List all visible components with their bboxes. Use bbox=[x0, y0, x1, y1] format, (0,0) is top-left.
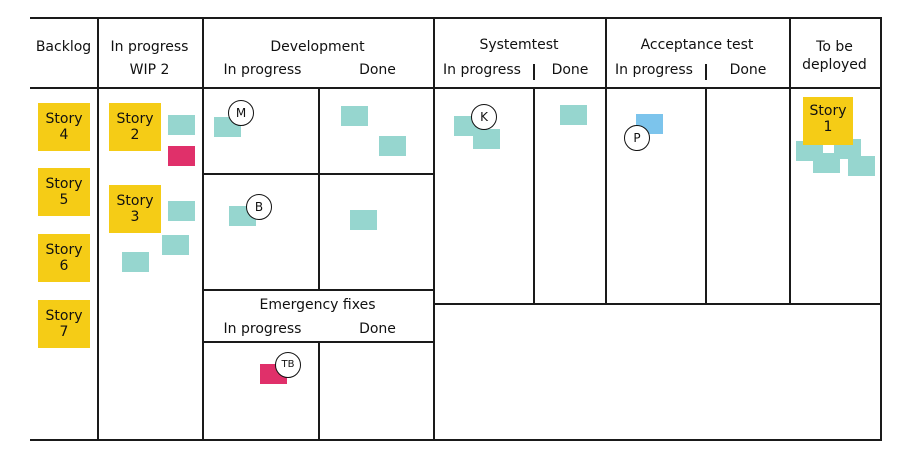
story-word: Story bbox=[45, 176, 83, 192]
story-number: 2 bbox=[130, 127, 140, 143]
header-development: Development bbox=[270, 39, 365, 55]
systemtest-subdivider bbox=[533, 87, 535, 303]
header-acceptance: Acceptance test bbox=[640, 37, 754, 53]
story-card-3[interactable]: Story 3 bbox=[109, 185, 161, 233]
story-number: 5 bbox=[59, 192, 69, 208]
emergency-header-line bbox=[202, 341, 433, 343]
story-word: Story bbox=[116, 111, 154, 127]
urgent-sticky[interactable] bbox=[168, 146, 195, 166]
task-sticky[interactable] bbox=[350, 210, 377, 230]
emergency-subdivider bbox=[318, 341, 320, 441]
task-sticky[interactable] bbox=[848, 156, 875, 176]
task-sticky[interactable] bbox=[341, 106, 368, 126]
header-emergency-fixes: Emergency fixes bbox=[259, 297, 376, 313]
story-card-5[interactable]: Story 5 bbox=[38, 168, 90, 216]
avatar-tb: TB bbox=[275, 352, 301, 378]
story-word: Story bbox=[116, 193, 154, 209]
emergency-top-line bbox=[202, 289, 433, 291]
avatar-p: P bbox=[624, 125, 650, 151]
story-word: Story bbox=[45, 111, 83, 127]
header-in-progress: In progress bbox=[110, 39, 189, 55]
story-word: Story bbox=[809, 103, 847, 119]
col-divider-acceptance bbox=[789, 17, 791, 305]
avatar-b: B bbox=[246, 194, 272, 220]
story-card-7[interactable]: Story 7 bbox=[38, 300, 90, 348]
acceptance-header-tick bbox=[705, 64, 707, 80]
header-dev-done: Done bbox=[359, 62, 396, 78]
story-card-2[interactable]: Story 2 bbox=[109, 103, 161, 151]
bottom-border bbox=[30, 439, 882, 441]
task-sticky[interactable] bbox=[473, 129, 500, 149]
story-card-6[interactable]: Story 6 bbox=[38, 234, 90, 282]
story-number: 1 bbox=[823, 119, 833, 135]
col-divider-systemtest bbox=[605, 17, 607, 305]
task-sticky[interactable] bbox=[379, 136, 406, 156]
header-divider bbox=[30, 87, 882, 89]
story-number: 6 bbox=[59, 258, 69, 274]
task-sticky[interactable] bbox=[813, 153, 840, 173]
header-emergency-done: Done bbox=[359, 321, 396, 337]
story-number: 7 bbox=[59, 324, 69, 340]
task-sticky[interactable] bbox=[560, 105, 587, 125]
header-systemtest-done: Done bbox=[551, 62, 589, 78]
story-number: 4 bbox=[59, 127, 69, 143]
right-border bbox=[880, 17, 882, 441]
story-card-4[interactable]: Story 4 bbox=[38, 103, 90, 151]
header-dev-in-progress: In progress bbox=[223, 62, 302, 78]
header-to-be: To be bbox=[816, 39, 853, 55]
story-word: Story bbox=[45, 308, 83, 324]
story-word: Story bbox=[45, 242, 83, 258]
header-emergency-in-progress: In progress bbox=[223, 321, 302, 337]
header-deployed: deployed bbox=[802, 57, 867, 73]
header-acceptance-done: Done bbox=[729, 62, 767, 78]
avatar-m: M bbox=[228, 100, 254, 126]
story-number: 3 bbox=[130, 209, 140, 225]
task-sticky[interactable] bbox=[122, 252, 149, 272]
header-wip-limit: WIP 2 bbox=[129, 62, 170, 78]
acceptance-subdivider bbox=[705, 87, 707, 303]
dev-lane-divider bbox=[202, 173, 433, 175]
task-sticky[interactable] bbox=[168, 201, 195, 221]
header-systemtest-in-progress: In progress bbox=[443, 62, 521, 78]
task-sticky[interactable] bbox=[162, 235, 189, 255]
avatar-k: K bbox=[471, 104, 497, 130]
col-divider-development bbox=[433, 17, 435, 441]
dev-subdivider bbox=[318, 87, 320, 289]
deploy-lane-line bbox=[433, 303, 882, 305]
task-sticky[interactable] bbox=[168, 115, 195, 135]
story-card-1[interactable]: Story 1 bbox=[803, 97, 853, 145]
systemtest-header-tick bbox=[533, 64, 535, 80]
col-divider-inprogress bbox=[202, 17, 204, 441]
header-systemtest: Systemtest bbox=[479, 37, 559, 53]
col-divider-backlog bbox=[97, 17, 99, 441]
header-backlog: Backlog bbox=[35, 39, 92, 55]
top-border bbox=[30, 17, 882, 19]
header-acceptance-in-progress: In progress bbox=[615, 62, 693, 78]
